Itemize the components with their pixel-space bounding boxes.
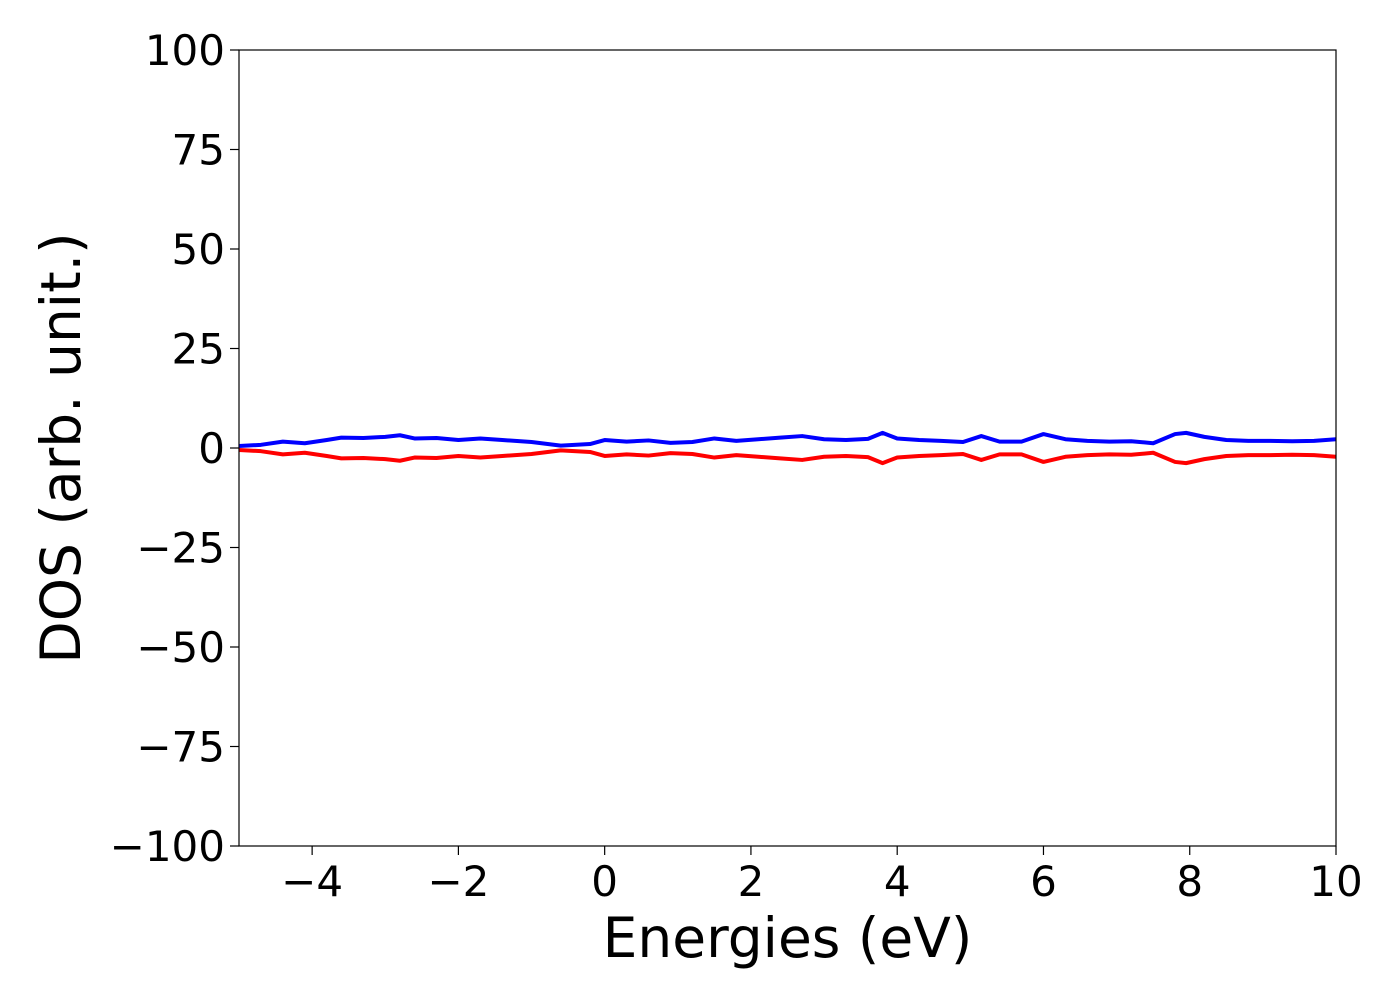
series-layer — [239, 430, 1336, 466]
x-axis-title: Energies (eV) — [603, 906, 973, 970]
y-tick-label: −25 — [136, 524, 225, 573]
x-tick-label: −2 — [427, 857, 489, 906]
y-tick-label: 0 — [198, 424, 225, 473]
ticks-layer: −4 −2 0 2 4 6 8 10 100 75 50 25 0 −25 −50 −75 −100 — [110, 26, 1363, 906]
y-tick-label: 25 — [172, 325, 225, 374]
y-tick-label: 50 — [172, 225, 225, 274]
y-tick-label: −50 — [136, 623, 225, 672]
x-tick-label: 8 — [1176, 857, 1203, 906]
y-tick-label: 75 — [172, 126, 225, 175]
series-line-1 — [239, 430, 1336, 449]
x-tick-label: 10 — [1309, 857, 1362, 906]
y-tick-label: 100 — [145, 26, 225, 75]
x-tick-label: 2 — [738, 857, 765, 906]
y-tick-label: −75 — [136, 723, 225, 772]
y-axis-title: DOS (arb. unit.) — [29, 232, 93, 663]
x-tick-label: 6 — [1030, 857, 1057, 906]
x-tick-label: −4 — [281, 857, 343, 906]
series-line-2 — [239, 447, 1336, 466]
x-tick-label: 4 — [884, 857, 911, 906]
x-tick-label: 0 — [591, 857, 618, 906]
y-tick-label: −100 — [110, 822, 225, 871]
